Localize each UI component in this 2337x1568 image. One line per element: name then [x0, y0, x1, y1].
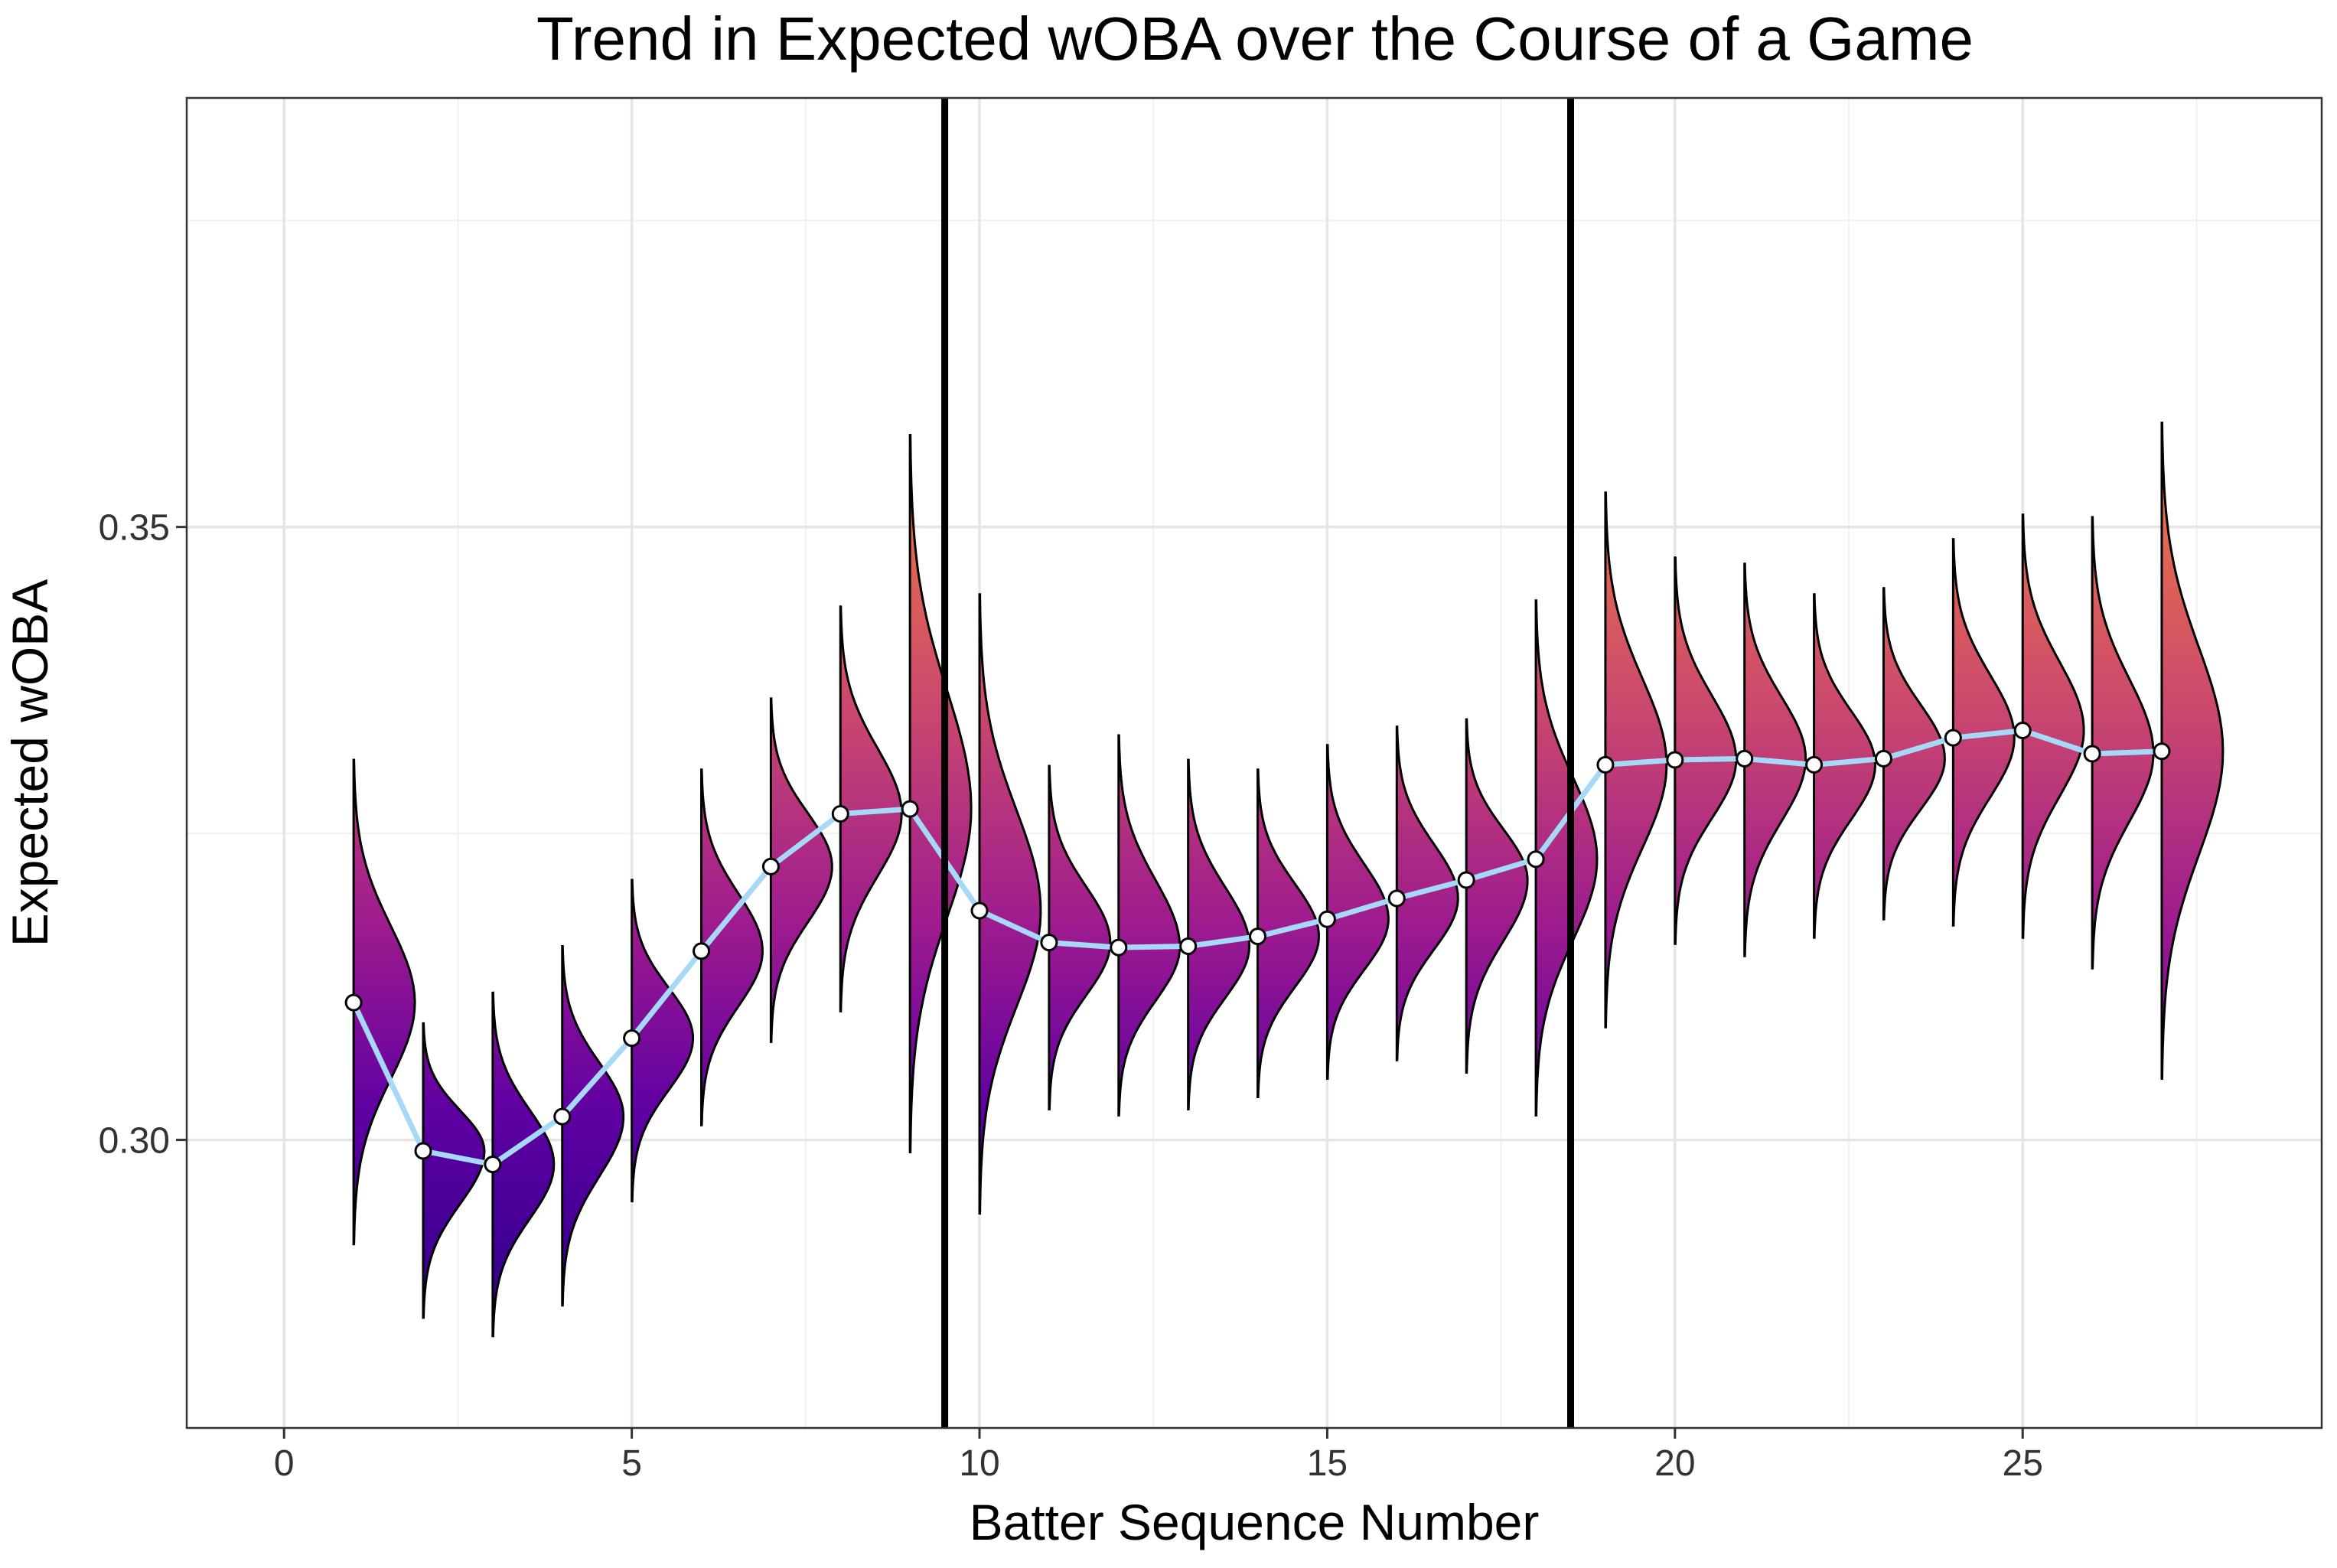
density-shape: [839, 605, 903, 1012]
mean-point: [344, 993, 363, 1012]
mean-point: [1805, 755, 1824, 774]
density-shape: [908, 433, 973, 1154]
x-tick-label: 20: [1654, 1443, 1695, 1484]
mean-point: [484, 1156, 502, 1174]
x-tick-label: 10: [959, 1443, 999, 1484]
y-tick-label: 0.35: [99, 508, 170, 549]
density-shape: [1395, 725, 1459, 1062]
mean-point: [2153, 742, 2171, 761]
mean-point: [2013, 722, 2032, 740]
density-shape: [1674, 556, 1738, 945]
density-shape: [631, 879, 694, 1203]
plot-panel-border: [185, 96, 2323, 1429]
mean-point: [1040, 934, 1058, 952]
density-shape: [1813, 593, 1877, 939]
mean-point: [1110, 938, 1128, 957]
mean-point: [831, 804, 849, 823]
density-shape: [769, 697, 833, 1043]
density-shape: [2021, 513, 2085, 939]
mean-point: [970, 901, 989, 920]
x-axis-title: Batter Sequence Number: [970, 1494, 1540, 1550]
axes: 0 5 10 15 20 25 0.30 0.35: [99, 508, 2043, 1484]
density-shape: [1534, 599, 1599, 1117]
density-shape: [352, 758, 416, 1246]
density-shape: [1604, 491, 1668, 1028]
density-shape: [422, 1022, 486, 1319]
mean-point: [1457, 871, 1475, 889]
mean-point: [901, 800, 919, 818]
density-shape: [2091, 516, 2155, 970]
mean-point: [1387, 889, 1406, 908]
density-shape: [1117, 734, 1182, 1117]
mean-point: [623, 1029, 641, 1048]
mean-point: [1318, 910, 1336, 928]
density-shape: [700, 768, 764, 1126]
mean-point: [1596, 755, 1615, 774]
y-axis-title: Expected wOBA: [2, 579, 58, 947]
mean-point: [761, 857, 780, 875]
x-tick-label: 5: [621, 1443, 642, 1484]
density-shape: [978, 593, 1042, 1215]
x-tick-label: 15: [1307, 1443, 1348, 1484]
mean-point: [1527, 850, 1545, 869]
density-shape: [1048, 764, 1112, 1111]
density-shape: [1882, 587, 1946, 921]
density-shape: [1187, 758, 1251, 1111]
plot-marks: [344, 98, 2225, 1428]
chart-title: Trend in Expected wOBA over the Course o…: [536, 5, 1974, 73]
density-shape: [2160, 421, 2225, 1081]
x-tick-label: 25: [2003, 1443, 2043, 1484]
density-shape: [491, 991, 556, 1338]
mean-point: [1736, 749, 1754, 768]
density-shape: [1465, 718, 1529, 1074]
mean-point: [553, 1107, 572, 1126]
density-shape: [561, 944, 625, 1307]
mean-point: [2083, 745, 2101, 763]
mean-point: [1666, 751, 1684, 769]
density-shape: [1257, 768, 1320, 1098]
mean-point: [1874, 749, 1892, 768]
mean-point: [1179, 937, 1198, 955]
mean-point: [693, 942, 711, 960]
mean-point: [1249, 927, 1267, 946]
mean-point: [1944, 729, 1962, 747]
y-tick-label: 0.30: [99, 1121, 170, 1162]
mean-point: [414, 1142, 432, 1160]
x-tick-label: 0: [274, 1443, 295, 1484]
